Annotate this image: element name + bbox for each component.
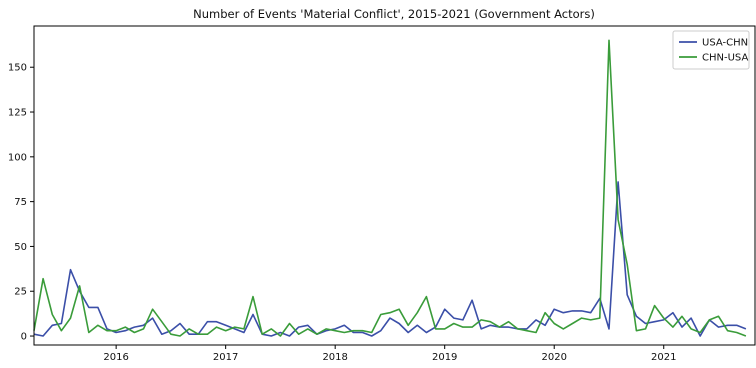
y-tick-label: 50	[14, 242, 27, 253]
series-line-usa-chn	[33, 181, 747, 337]
y-tick-label: 150	[8, 63, 27, 74]
legend-label: USA-CHN	[702, 38, 748, 49]
y-tick-label: 25	[14, 287, 27, 298]
legend: USA-CHN CHN-USA	[672, 30, 750, 70]
y-tick-label: 100	[8, 152, 27, 163]
legend-label: CHN-USA	[702, 53, 748, 64]
axes: 0 25 50 75 100 125 150 2016 2017 2018 2019 2020 2021	[8, 63, 677, 363]
x-tick-label: 2017	[213, 352, 238, 363]
y-tick-label: 125	[8, 108, 27, 119]
plot-frame	[33, 25, 756, 346]
series-line-chn-usa	[33, 39, 747, 337]
series-lines	[33, 39, 747, 337]
x-tick-label: 2018	[322, 352, 347, 363]
x-tick-label: 2020	[541, 352, 566, 363]
x-tick-label: 2021	[651, 352, 676, 363]
legend-box	[672, 30, 750, 70]
y-tick-label: 0	[21, 332, 27, 343]
x-tick-label: 2019	[432, 352, 457, 363]
x-tick-label: 2016	[103, 352, 128, 363]
chart-title: Number of Events 'Material Conflict', 20…	[193, 7, 595, 21]
y-tick-label: 75	[14, 197, 27, 208]
